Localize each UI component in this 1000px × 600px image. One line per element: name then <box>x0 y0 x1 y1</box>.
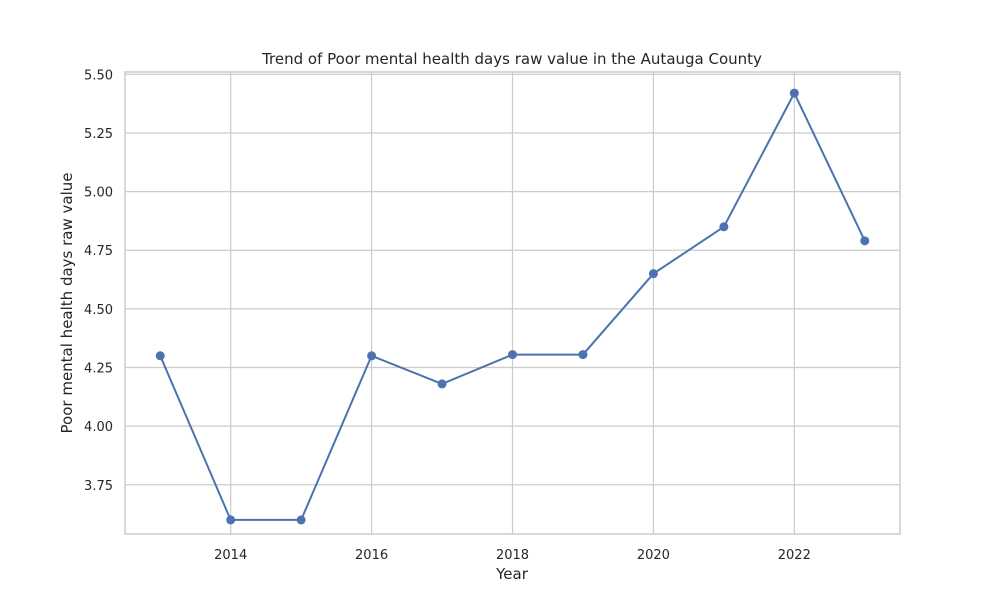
data-point <box>578 350 588 360</box>
data-point <box>508 350 517 360</box>
data-point <box>719 222 729 232</box>
y-axis-label: Poor mental health days raw value <box>58 173 76 434</box>
y-tick-label: 5.50 <box>84 68 113 83</box>
y-tick-label: 4.25 <box>84 361 113 376</box>
data-point <box>226 515 236 525</box>
x-axis-label: Year <box>495 565 529 583</box>
data-point <box>437 379 447 389</box>
grid-lines <box>125 72 900 534</box>
x-tick-label: 2016 <box>355 548 388 563</box>
x-tick-label: 2022 <box>778 548 811 563</box>
series-layer <box>155 88 870 525</box>
data-point <box>296 515 306 525</box>
data-point <box>648 269 658 279</box>
data-point <box>367 351 377 361</box>
y-tick-label: 5.00 <box>84 186 113 201</box>
data-point <box>860 236 870 246</box>
plot-area <box>124 71 901 535</box>
chart-title: Trend of Poor mental health days raw val… <box>261 50 762 68</box>
y-tick-label: 4.50 <box>84 303 113 318</box>
y-tick-label: 4.00 <box>84 420 113 435</box>
data-point <box>789 88 799 98</box>
y-tick-label: 4.75 <box>84 244 113 259</box>
data-point <box>155 351 165 361</box>
x-tick-label: 2018 <box>496 548 529 563</box>
x-tick-label: 2014 <box>214 548 247 563</box>
y-tick-label: 3.75 <box>84 479 113 494</box>
x-tick-label: 2020 <box>637 548 670 563</box>
y-tick-label: 5.25 <box>84 127 113 142</box>
tick-labels: 2014 2016 2018 2020 2022 3.75 4.00 4.25 4.50 4.75… <box>84 68 811 563</box>
